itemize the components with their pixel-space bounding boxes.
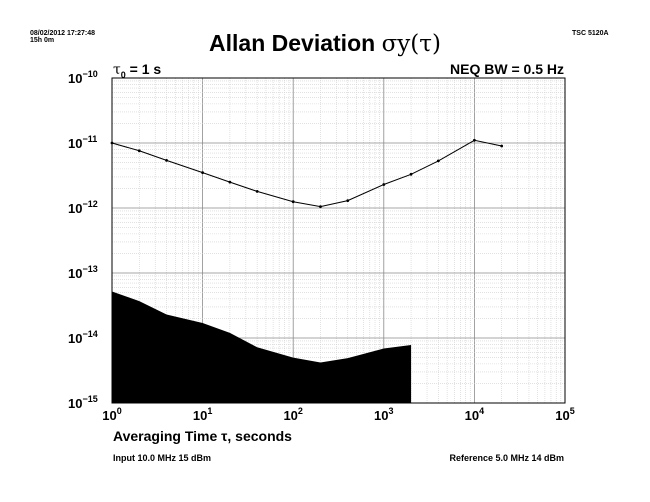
data-point [137, 149, 141, 153]
y-tick-label: 10−11 [68, 134, 97, 151]
y-tick-label: 10−14 [68, 329, 98, 346]
noise-floor-area [112, 291, 412, 403]
x-tick-label: 103 [374, 406, 393, 423]
y-tick-label: 10−15 [68, 394, 98, 411]
chart-title: Allan Deviation σy(τ) [0, 30, 650, 57]
x-axis-label: Averaging Time τ, seconds [113, 428, 292, 444]
timestamp-duration: 15h 0m [30, 37, 55, 44]
data-point [228, 180, 232, 184]
x-tick-label: 104 [465, 406, 484, 423]
allan-deviation-line [111, 139, 502, 208]
data-point [165, 158, 168, 162]
x-tick-label: 105 [555, 406, 574, 423]
x-tick-label: 100 [102, 406, 121, 423]
plot-frame [111, 77, 566, 404]
data-point [255, 190, 259, 193]
data-point [500, 144, 504, 148]
tau-symbol: τ [113, 62, 121, 78]
x-tick-label: 101 [193, 406, 212, 423]
tau0-label: τ0 = 1 s [113, 61, 161, 80]
data-point [473, 138, 476, 142]
y-tick-label: 10−12 [68, 199, 98, 216]
y-tick-label: 10−10 [68, 69, 98, 86]
instrument-model: TSC 5120A [572, 30, 609, 37]
timestamp-date: 08/02/2012 17:27:48 [30, 30, 95, 37]
x-tick-label: 102 [283, 406, 302, 423]
data-point [319, 205, 322, 209]
tau0-value: = 1 s [125, 61, 162, 77]
neq-bandwidth: NEQ BW = 0.5 Hz [450, 61, 564, 77]
data-point [436, 159, 440, 163]
chart-title-symbol: σy(τ) [381, 31, 441, 57]
data-point [382, 183, 386, 186]
data-point [201, 171, 205, 175]
axis-ticks: 100 101 102 103 104 105 10−10 10−11 10−12 10−13 10… [68, 69, 575, 423]
footer-reference: Reference 5.0 MHz 14 dBm [449, 453, 564, 463]
chart-title-text: Allan Deviation [209, 30, 382, 56]
data-point [346, 199, 350, 202]
footer-input: Input 10.0 MHz 15 dBm [113, 453, 212, 463]
tau0-subscript: 0 [120, 69, 126, 80]
data-point [409, 172, 413, 176]
plot-series [110, 138, 504, 403]
y-tick-label: 10−13 [68, 264, 98, 281]
data-point [291, 200, 295, 204]
